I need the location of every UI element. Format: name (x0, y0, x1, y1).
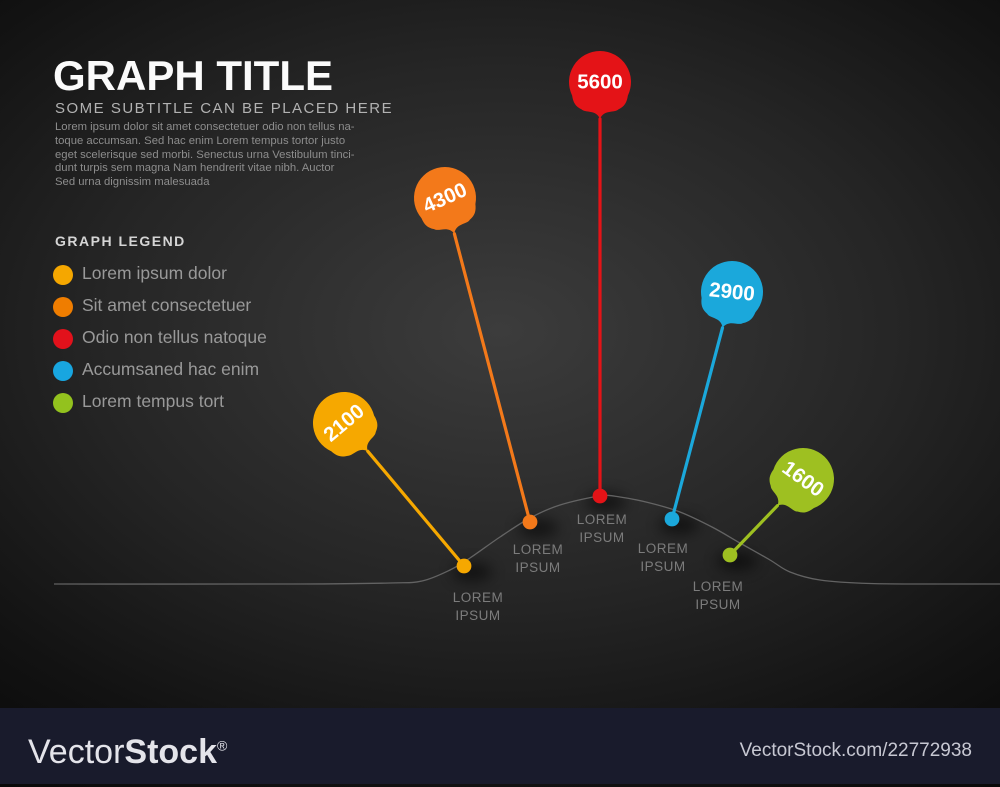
svg-text:2900: 2900 (708, 278, 756, 306)
svg-text:5600: 5600 (577, 71, 623, 94)
